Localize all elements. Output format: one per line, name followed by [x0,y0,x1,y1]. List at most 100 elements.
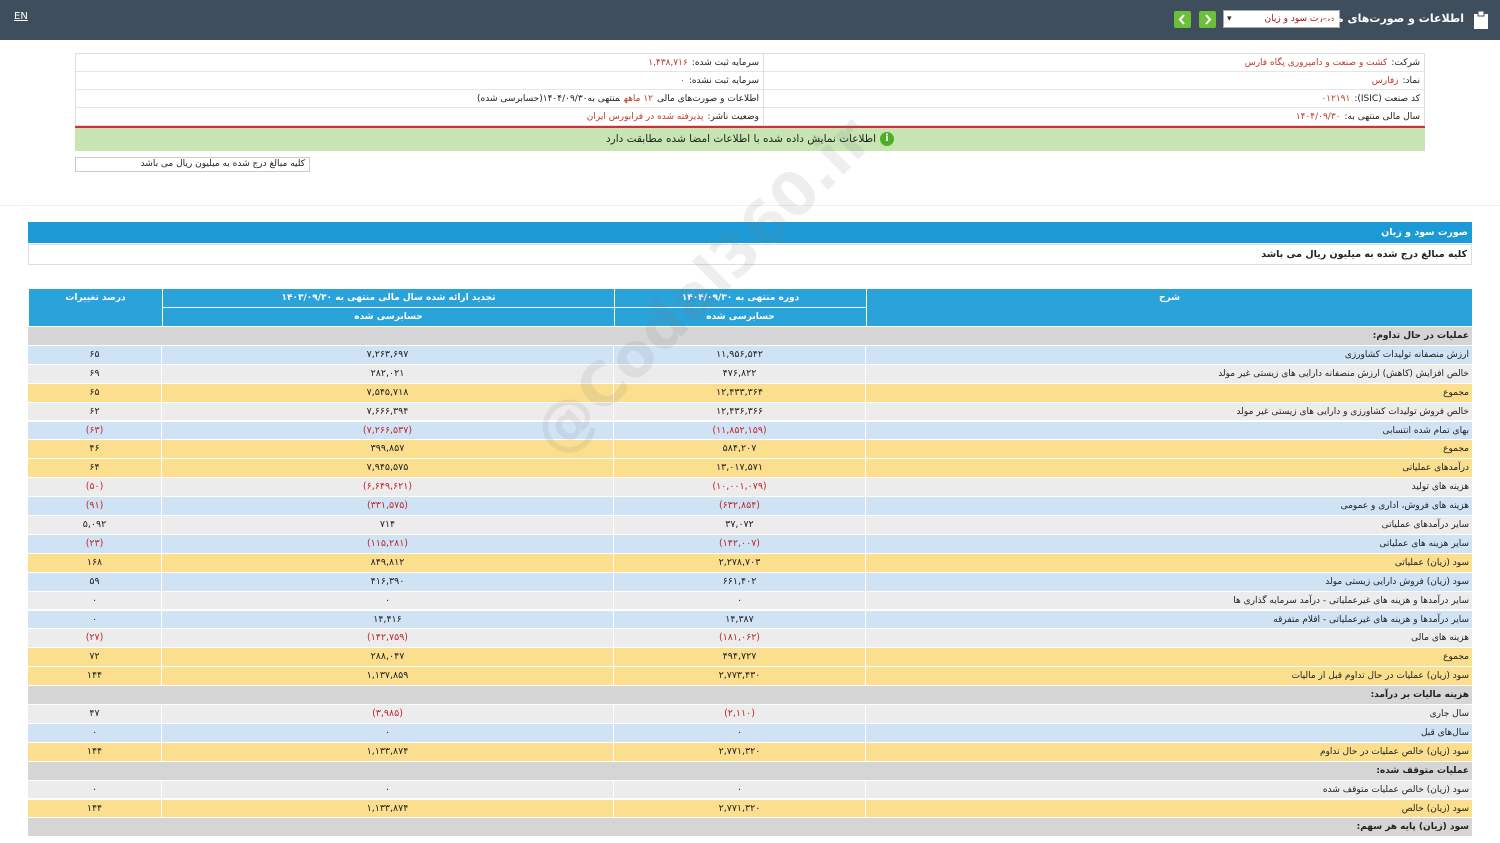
row-value: ۰ [28,723,162,743]
lang-switch[interactable]: EN [14,11,28,22]
report-select[interactable]: صورت سود و زیان ▾ [1223,10,1340,28]
row-value: ۷,۶۶۶,۳۹۴ [162,402,614,422]
row-value: ۶۲ [28,402,162,422]
prev-button[interactable] [1174,11,1191,28]
table-row: بهای تمام شده انتسابی (۱۱,۸۵۲,۱۵۹) (۷,۲۶۶,… [28,421,1472,441]
row-value: (۳,۹۸۵) [162,705,614,724]
red-rule [75,126,1425,128]
row-value: ۴۷ [28,705,162,724]
info-box: شرکت:کشت و صنعت و دامپروری پگاه فارس نماد… [75,53,1425,127]
row-label: ارزش منصفانه تولیدات کشاورزی [1344,349,1469,360]
row-value: ۷۱۴ [162,516,614,535]
row-value: ۰ [28,591,162,611]
row-label: سود (زیان) پایه هر سهم: [1356,822,1469,833]
row-value: ۲۸۸,۰۴۷ [162,648,614,668]
table-row: سایر درآمدها و هزینه های غیرعملیاتی - در… [28,591,1472,611]
row-label: مجموع [1443,652,1469,663]
row-label: سود (زیان) خالص [1401,803,1469,814]
table-row: سایر درآمدهای عملیاتی ۳۷,۰۷۲ ۷۱۴ ۵,۰۹۲ [28,516,1472,535]
notice-text: اطلاعات نمایش داده شده با اطلاعات امضا ش… [606,133,876,145]
row-value: (۲۳) [28,534,162,554]
row-value: ۱۱,۹۵۶,۵۴۲ [614,345,866,365]
table-row: هزینه های مالی (۱۸۱,۰۶۲) (۱۴۲,۷۵۹) (۲۷) [28,629,1472,649]
info-label: سرمایه ثبت شده: [691,58,759,68]
row-value: (۶۳۲,۸۵۴) [614,497,866,517]
info-value: کشت و صنعت و دامپروری پگاه فارس [1244,58,1388,68]
row-value: ۲,۷۷۳,۴۳۰ [614,667,866,687]
table-row: عملیات متوقف شده: [28,761,1472,781]
notice-bar: i اطلاعات نمایش داده شده با اطلاعات امضا … [75,128,1425,151]
table-row: سود (زیان) عملیاتی ۲,۲۷۸,۷۰۳ ۸۴۹,۸۱۲ ۱۶۸ [28,553,1472,573]
next-button[interactable] [1199,11,1216,28]
section-unit: کلیه مبالغ درج شده به میلیون ریال می باش… [28,244,1472,265]
row-value: ۳۹۹,۸۵۷ [162,440,614,460]
row-label: سال جاری [1429,709,1469,719]
row-label: سود (زیان) فروش دارایی زیستی مولد [1325,576,1469,587]
page-title: اطلاعات و صورت‌های مالی [1317,12,1464,25]
section-title: صورت سود و زیان [28,222,1472,243]
table-row: عملیات در حال تداوم: [28,327,1472,346]
row-label: عملیات در حال تداوم: [1372,331,1469,341]
row-value: (۱۴۲,۰۰۷) [614,534,866,554]
row-label: هزینه های تولید [1411,482,1469,493]
unit-box: کلیه مبالغ درج شده به میلیون ریال می باش… [75,157,310,172]
row-value: ۴۶ [28,440,162,460]
row-value: ۰ [162,780,614,800]
table-row: درآمدهای عملیاتی ۱۳,۰۱۷,۵۷۱ ۷,۹۴۵,۵۷۵ ۶۴ [28,459,1472,479]
table-row: هزینه مالیات بر درآمد: [28,686,1472,705]
row-label: هزینه های مالی [1411,633,1469,644]
info-row: اطلاعات و صورت‌های مالی ۱۲ ماهه منتهی به۱۴… [76,90,763,108]
row-label: هزینه مالیات بر درآمد: [1370,690,1469,701]
header-cell: تجدید ارائه شده سال مالی منتهی به ۱۴۰۳/۰… [162,289,614,307]
row-value: ۰ [614,591,866,611]
info-label: سرمایه ثبت نشده: [688,76,759,86]
info-value: ۱۴۰۴/۰۹/۳۰ [1295,112,1341,122]
row-label: سود (زیان) خالص عملیات در حال تداوم [1320,746,1469,757]
table-row: سود (زیان) خالص عملیات در حال تداوم ۲,۷۷۱… [28,742,1472,762]
row-value: ۲,۷۷۱,۳۲۰ [614,742,866,762]
row-value: ۰ [162,723,614,743]
row-value: ۱۴۴ [28,799,162,819]
top-bar: EN صورت سود و زیان ▾ اطلاعات و صورت‌های م… [0,0,1500,40]
row-value: ۰ [28,780,162,800]
row-label: سود (زیان) خالص عملیات متوقف شده [1322,784,1469,795]
row-value: ۱۴,۳۸۷ [614,610,866,630]
row-label: خالص افزایش (کاهش) ارزش منصفانه دارایی ه… [1218,368,1469,379]
row-value: ۱,۱۳۳,۸۷۴ [162,799,614,819]
row-label: هزینه های فروش، اداری و عمومی [1340,501,1469,512]
row-label: مجموع [1443,387,1469,398]
header-cell: شرح [866,289,1472,326]
table-row: سال جاری (۲,۱۱۰) (۳,۹۸۵) ۴۷ [28,705,1472,724]
info-label: کد صنعت (ISIC): [1354,94,1420,104]
row-value: ۲,۷۷۱,۳۲۰ [614,799,866,819]
row-value: (۶,۶۴۹,۶۲۱) [162,478,614,498]
table-row: مجموع ۴۹۴,۷۲۷ ۲۸۸,۰۴۷ ۷۲ [28,648,1472,668]
info-label: سال مالی منتهی به: [1344,112,1420,122]
info-value: ۰۱۲۱۹۱ [1321,94,1351,104]
row-value: ۱۴۴ [28,742,162,762]
header-cell: دوره منتهی به ۱۴۰۴/۰۹/۳۰ [614,289,866,307]
select-arrow: ▾ [1227,14,1232,24]
row-value: (۱۱,۸۵۲,۱۵۹) [614,421,866,441]
row-value: ۱,۱۳۷,۸۵۹ [162,667,614,687]
table-row: هزینه های تولید (۱۰,۰۰۱,۰۷۹) (۶,۶۴۹,۶۲۱) (۵… [28,478,1472,498]
table-row: سود (زیان) خالص ۲,۷۷۱,۳۲۰ ۱,۱۳۳,۸۷۴ ۱۴۴ [28,799,1472,819]
row-value: ۰ [162,591,614,611]
row-value: ۱۶۸ [28,553,162,573]
table-row: مجموع ۱۲,۴۳۳,۳۶۴ ۷,۵۴۵,۷۱۸ ۶۵ [28,383,1472,403]
row-value: ۶۶۱,۴۰۲ [614,572,866,592]
table-row: سود (زیان) پایه هر سهم: [28,818,1472,838]
info-value: ۰ [679,76,685,86]
clipboard-icon [1474,11,1488,29]
info-row: شرکت:کشت و صنعت و دامپروری پگاه فارس [764,54,1424,72]
row-label: سال‌های قبل [1420,727,1469,738]
row-value: ۰ [28,610,162,630]
header-cell: درصد تغییرات [28,289,162,326]
info-label: شرکت: [1391,58,1420,68]
row-value: ۳۷,۰۷۲ [614,516,866,535]
row-value: ۱۲,۴۳۶,۳۶۶ [614,402,866,422]
info-icon: i [880,132,894,146]
row-value: ۰ [614,780,866,800]
row-label: درآمدهای عملیاتی [1402,463,1469,474]
